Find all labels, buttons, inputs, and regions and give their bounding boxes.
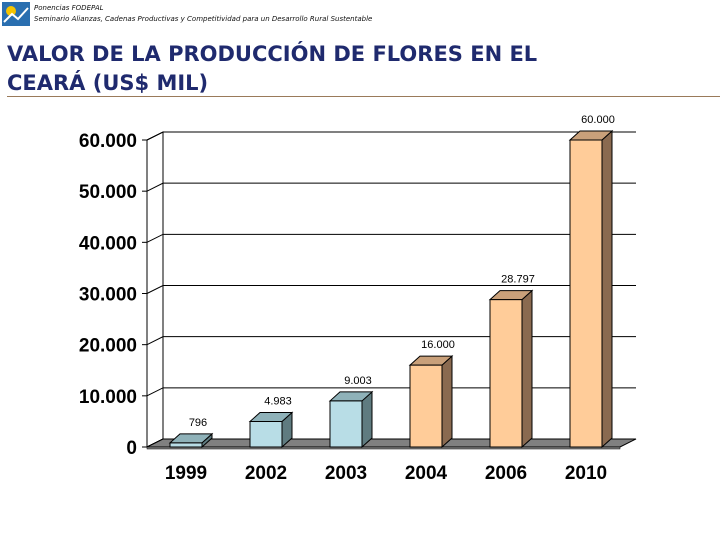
title-line-2: CEARÁ (US$ MIL)	[7, 71, 209, 95]
data-label: 60.000	[581, 114, 615, 126]
chart-floor	[146, 438, 637, 450]
chart-data-labels: 796 4.983 9.003 16.000 28.797 60.000	[189, 114, 615, 429]
chart-y-tick-labels: 0 10.000 20.000 30.000 40.000 50.000 60.000	[79, 131, 137, 459]
bar	[489, 299, 523, 448]
floor-edge	[146, 446, 621, 450]
y-tick-label: 50.000	[79, 182, 137, 203]
data-label: 9.003	[344, 375, 372, 387]
bar	[569, 139, 603, 448]
floor	[146, 438, 637, 448]
data-label: 4.983	[264, 396, 292, 408]
fodepal-logo-icon	[2, 2, 30, 26]
x-tick-label: 2003	[325, 463, 367, 484]
x-tick-label: 2010	[565, 463, 607, 484]
y-tick-label: 40.000	[79, 233, 137, 254]
title-line-1: VALOR DE LA PRODUCCIÓN DE FLORES EN EL	[7, 42, 538, 66]
y-tick-label: 60.000	[79, 131, 137, 152]
bar	[409, 364, 443, 448]
y-tick-label: 30.000	[79, 285, 137, 306]
gridline	[146, 233, 636, 243]
data-label: 16.000	[421, 339, 455, 351]
gridline	[146, 387, 636, 397]
bar	[169, 442, 203, 448]
data-label: 28.797	[501, 274, 535, 286]
chart-x-tick-labels: 1999 2002 2003 2004 2006 2010	[165, 463, 607, 484]
y-tick-label: 20.000	[79, 336, 137, 357]
x-tick-label: 2006	[485, 463, 527, 484]
gridline	[146, 182, 636, 192]
chart-bars	[168, 129, 614, 449]
bar	[249, 421, 283, 448]
chart-gridlines	[142, 131, 636, 448]
header: Ponencias FODEPAL Seminario Alianzas, Ca…	[0, 0, 720, 30]
gridline	[146, 131, 636, 141]
bar	[329, 400, 363, 448]
title-divider	[7, 96, 720, 97]
header-line-1: Ponencias FODEPAL	[34, 4, 104, 12]
x-tick-label: 1999	[165, 463, 207, 484]
x-tick-label: 2004	[405, 463, 448, 484]
bar-side	[601, 129, 613, 449]
y-tick-label: 10.000	[79, 387, 137, 408]
page-title: VALOR DE LA PRODUCCIÓN DE FLORES EN EL C…	[7, 40, 707, 98]
header-line-2: Seminario Alianzas, Cadenas Productivas …	[34, 15, 373, 23]
bar-side	[441, 355, 453, 449]
bar-side	[521, 289, 533, 449]
y-tick-label: 0	[126, 438, 137, 459]
gridline	[146, 336, 636, 346]
gridline	[146, 285, 636, 294]
data-label: 796	[189, 417, 207, 429]
x-tick-label: 2002	[245, 463, 287, 484]
